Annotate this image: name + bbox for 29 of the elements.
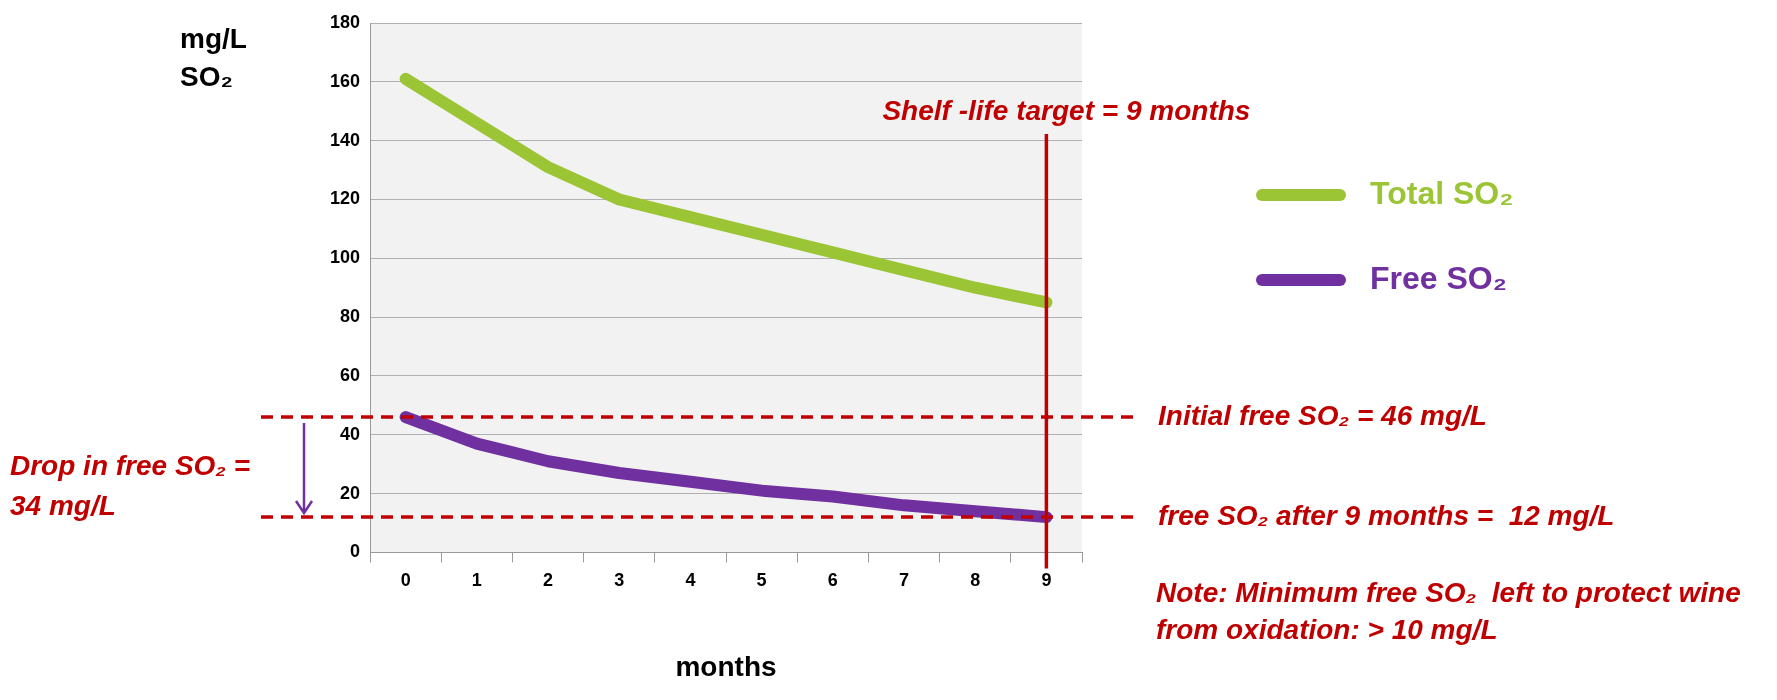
y-tick-label: 180	[329, 11, 361, 32]
y-tick-label: 120	[329, 188, 361, 209]
y-tick-label: 40	[340, 423, 361, 444]
x-axis-title: months	[675, 651, 777, 682]
y-tick-label: 60	[340, 364, 361, 385]
y-axis-title: mg/L SO₂	[180, 23, 247, 92]
y-tick-label: 20	[340, 482, 361, 503]
y-tick-label: 140	[329, 129, 361, 150]
y-tick-label: 160	[329, 70, 361, 91]
x-tick-label: 4	[685, 570, 696, 591]
x-tick-label: 9	[1041, 570, 1052, 591]
legend-label: Total SO₂	[1370, 174, 1514, 211]
x-tick-label: 0	[400, 570, 411, 591]
ref-line-label: free SO₂ after 9 months = 12 mg/L	[1158, 499, 1615, 531]
text: Note: Minimum free SO₂ left to protect wine from oxidation: > 10 mg/L	[1156, 577, 1741, 645]
x-tick-label: 5	[756, 570, 767, 591]
y-tick-label: 0	[350, 541, 361, 562]
x-tick-label: 2	[543, 570, 554, 591]
ref-line-label: Initial free SO₂ = 46 mg/L	[1158, 399, 1487, 431]
x-tick-label: 3	[614, 570, 625, 591]
y-tick-label: 100	[329, 247, 361, 268]
text: Drop in free SO₂ = 34 mg/L	[10, 450, 251, 521]
y-tick-label: 80	[340, 306, 361, 327]
ref-line-label: Shelf -life target = 9 months	[882, 95, 1251, 126]
x-tick-label: 6	[827, 570, 838, 591]
x-tick-label: 7	[899, 570, 910, 591]
x-tick-label: 8	[970, 570, 981, 591]
x-tick-label: 1	[471, 570, 482, 591]
legend-label: Free SO₂	[1370, 259, 1507, 296]
